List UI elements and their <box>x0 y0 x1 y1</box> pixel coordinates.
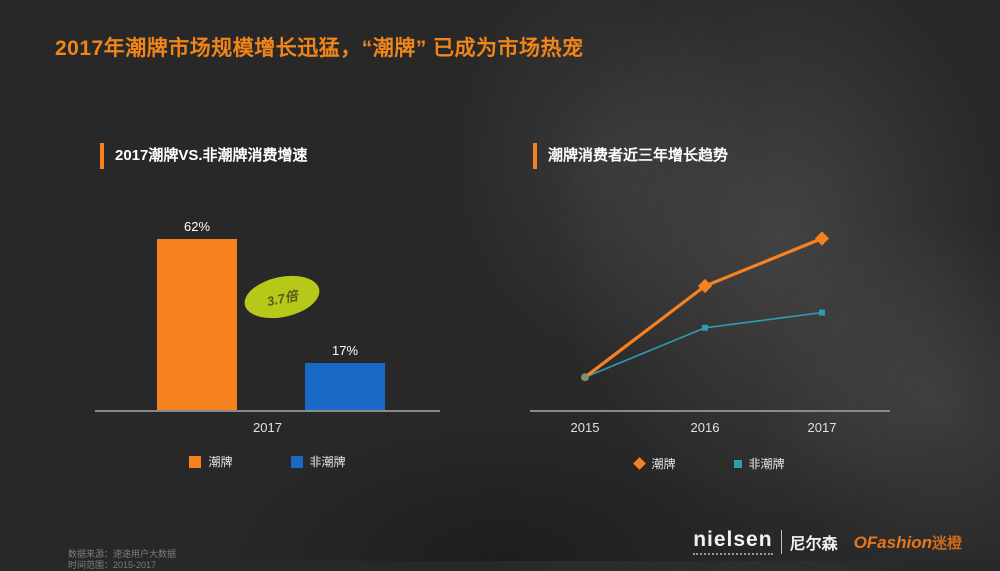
legend-label: 潮牌 <box>208 455 233 469</box>
nielsen-wordmark: nielsen <box>693 528 773 551</box>
line-start-marker <box>581 373 589 382</box>
legend-item-chaopai: 潮牌 <box>633 455 676 472</box>
line-markers-chaopai <box>697 231 830 294</box>
ofashion-logo: OFashion 迷橙 <box>854 532 962 553</box>
x-tick-2016: 2016 <box>690 420 720 435</box>
bar-chart-title: 2017潮牌VS.非潮牌消费增速 <box>100 143 308 169</box>
bar-chart-legend: 潮牌 非潮牌 <box>95 453 440 470</box>
legend-item-feichaopai: 非潮牌 <box>290 453 346 470</box>
line-series-feichaopai <box>584 311 823 378</box>
nielsen-logo: nielsen 尼尔森 <box>693 528 838 555</box>
legend-label: 非潮牌 <box>309 455 346 469</box>
logo-divider <box>780 530 782 554</box>
data-source-note: 数据来源：速途用户大数据 时间范围：2015-2017 <box>68 549 176 571</box>
bar-value-label: 17% <box>331 343 359 358</box>
legend-item-feichaopai: 非潮牌 <box>733 455 785 472</box>
line-chart-x-axis: 2015 2016 2017 <box>530 420 890 436</box>
source-line-1: 数据来源：速途用户大数据 <box>68 549 177 559</box>
legend-label: 潮牌 <box>651 457 676 471</box>
x-tick-2015: 2015 <box>570 420 600 435</box>
bar-value-label: 62% <box>183 219 211 234</box>
legend-item-chaopai: 潮牌 <box>189 453 233 470</box>
ofashion-wordmark: OFashion <box>853 532 932 552</box>
bar-chart-plot: 62% 17% <box>95 200 440 412</box>
legend-swatch-diamond-orange <box>633 457 647 470</box>
x-tick-2017: 2017 <box>807 420 837 435</box>
bar-group-chaopai: 62% <box>157 219 237 410</box>
bar-chaopai <box>157 239 237 410</box>
line-series-chaopai <box>584 237 823 379</box>
line-chart-svg <box>581 231 830 382</box>
nielsen-chinese-name: 尼尔森 <box>789 536 838 553</box>
bar-feichaopai <box>305 363 385 410</box>
footer-logos: nielsen 尼尔森 OFashion 迷橙 <box>693 529 962 555</box>
line-chart-plot <box>530 200 890 412</box>
legend-swatch-square-teal <box>733 459 742 468</box>
legend-label: 非潮牌 <box>748 457 785 471</box>
bar-group-feichaopai: 17% <box>305 343 385 410</box>
legend-swatch-orange <box>189 455 202 468</box>
nielsen-dots-decoration <box>693 553 773 555</box>
legend-swatch-blue <box>290 455 303 468</box>
line-chart-title: 潮牌消费者近三年增长趋势 <box>533 143 728 169</box>
line-chart-legend: 潮牌 非潮牌 <box>530 455 890 472</box>
ofashion-chinese-name: 迷橙 <box>931 534 962 552</box>
slide-title: 2017年潮牌市场规模增长迅猛，“潮牌” 已成为市场热宠 <box>55 37 584 60</box>
bar-chart-x-tick: 2017 <box>253 420 282 435</box>
source-line-2: 时间范围：2015-2017 <box>68 560 157 570</box>
line-markers-feichaopai <box>702 309 825 331</box>
